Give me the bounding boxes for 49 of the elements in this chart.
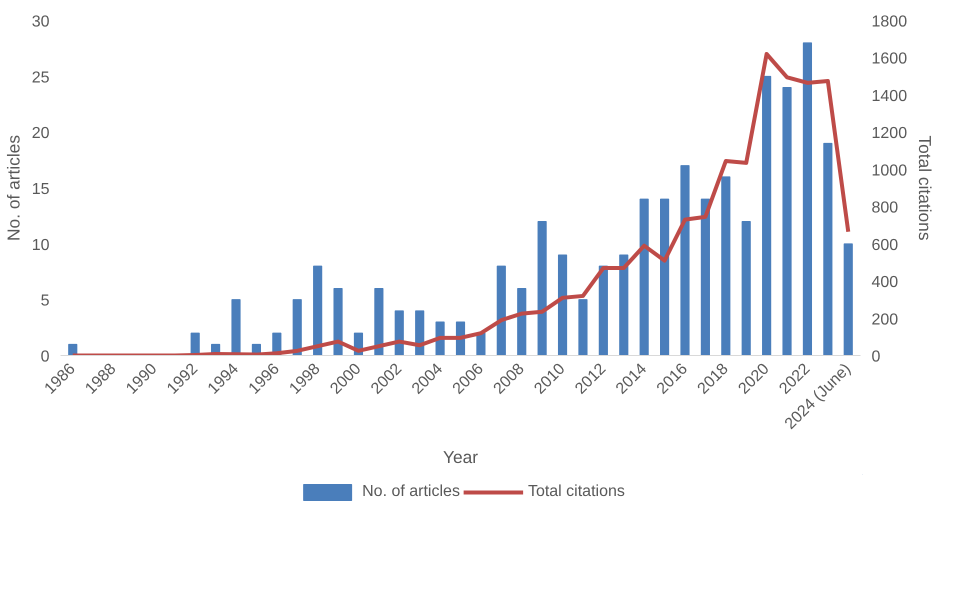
bar — [619, 254, 628, 356]
y2-axis-title: Total citations — [915, 136, 936, 241]
bar — [333, 288, 343, 356]
y-tick-label: 20 — [32, 125, 50, 142]
y-tick-label: 0 — [40, 348, 50, 366]
y2-tick-label: 1400 — [872, 88, 908, 105]
bar — [496, 266, 506, 356]
bar — [660, 198, 670, 356]
y2-tick-label: 400 — [872, 274, 898, 292]
bar — [721, 176, 730, 356]
y-tick-label: 10 — [32, 236, 50, 254]
legend-label: Total citations — [528, 482, 625, 500]
y-tick-label: 5 — [40, 292, 50, 310]
bar — [538, 221, 547, 356]
bar — [680, 165, 690, 356]
y2-tick-label: 200 — [872, 311, 898, 328]
y2-tick-label: 1200 — [872, 125, 908, 142]
bar — [700, 198, 710, 356]
y2-tick-label: 600 — [872, 236, 898, 254]
bar — [394, 310, 404, 356]
bar — [313, 266, 322, 356]
bar — [374, 288, 384, 356]
bar — [598, 266, 608, 356]
y2-tick-label: 800 — [872, 200, 898, 217]
bar — [415, 310, 424, 356]
y-tick-label: 15 — [32, 181, 50, 198]
y2-tick-label: 1800 — [872, 14, 908, 30]
bar — [782, 87, 792, 356]
y-axis-title: No. of articles — [4, 134, 24, 241]
y-tick-label: 25 — [32, 69, 50, 86]
x-axis-title: Year — [442, 446, 478, 467]
line-series — [70, 52, 850, 356]
bar — [844, 243, 853, 356]
bar — [292, 299, 302, 356]
y-tick-label: 30 — [32, 14, 50, 30]
bar — [802, 42, 812, 356]
bar — [762, 76, 772, 356]
legend-label: No. of articles — [362, 482, 460, 500]
bar — [640, 198, 649, 356]
y2-tick-label: 1600 — [872, 50, 908, 68]
bar — [823, 142, 832, 356]
y2-tick-label: 0 — [872, 348, 880, 366]
bar — [517, 288, 526, 356]
bar — [742, 221, 751, 356]
bar — [578, 299, 588, 356]
bar — [558, 254, 568, 356]
bar — [68, 344, 78, 356]
y2-tick-label: 1000 — [872, 162, 908, 180]
bar — [190, 332, 200, 356]
